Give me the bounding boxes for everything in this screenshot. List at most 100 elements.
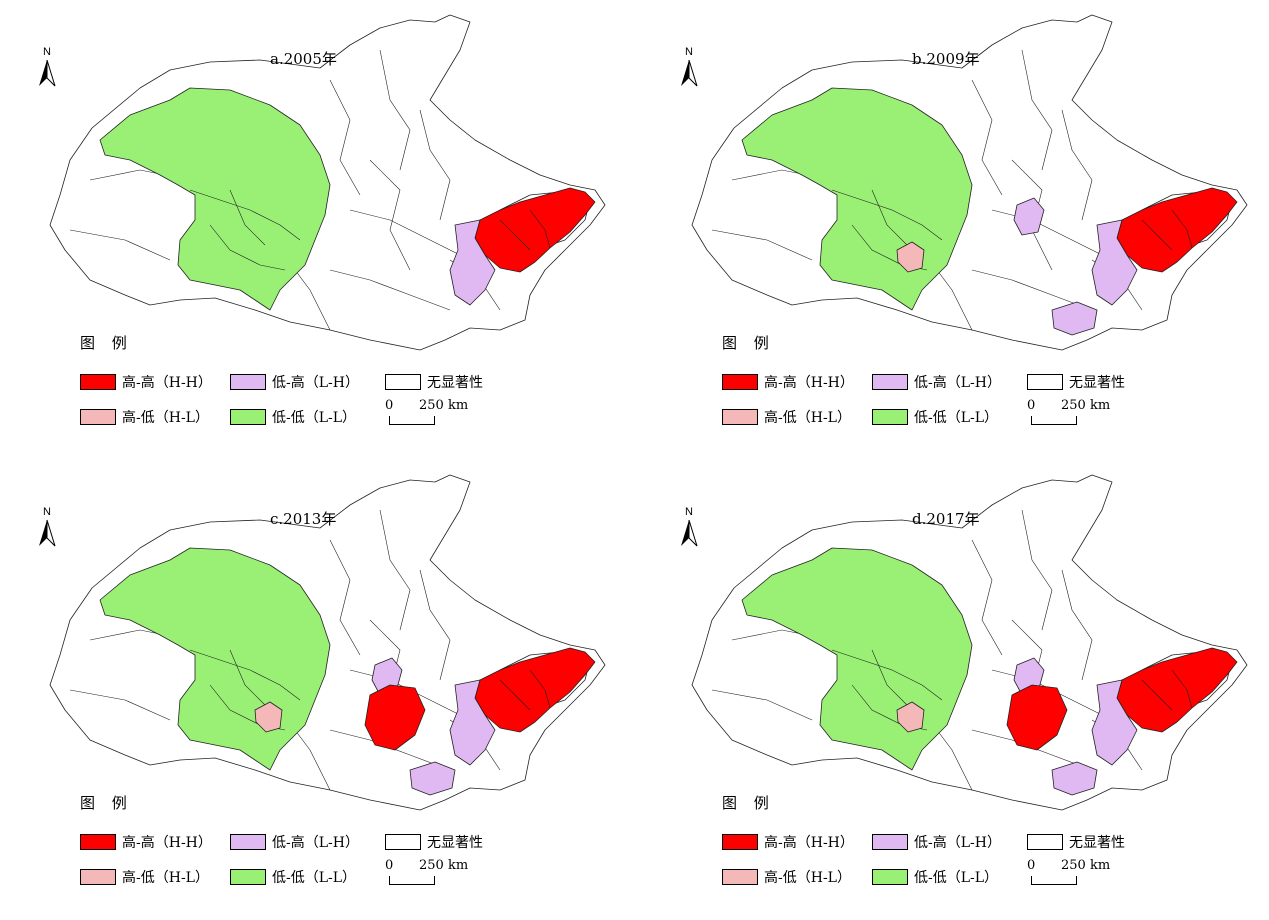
legend-swatch-hl xyxy=(722,869,758,885)
district-line xyxy=(711,689,813,721)
legend-item-lh: 低-高（L-H） xyxy=(230,832,359,852)
legend-label-hh: 高-高（H-H） xyxy=(122,835,212,851)
legend-item-ns: 无显著性 xyxy=(385,372,483,392)
legend-label-ns: 无显著性 xyxy=(1069,375,1125,391)
legend-title: 图 例 xyxy=(80,334,133,352)
district-line xyxy=(329,79,361,196)
north-arrow: N xyxy=(35,46,59,92)
legend-swatch-lh xyxy=(872,374,908,390)
region-map xyxy=(49,14,606,351)
region-map xyxy=(691,474,1248,811)
region-map xyxy=(691,14,1248,351)
high-low-patch xyxy=(254,701,283,733)
low-low-region xyxy=(99,87,331,311)
legend-label-lh: 低-高（L-H） xyxy=(272,835,359,851)
legend-item-ns: 无显著性 xyxy=(1027,372,1125,392)
legend-swatch-ns xyxy=(1027,834,1063,850)
map-panel-c: c.2013年 N 图 例高-高（H-H） 低-高（L-H） 无显著性 高-低（H-L） 低… xyxy=(30,470,650,920)
legend-label-hh: 高-高（H-H） xyxy=(122,375,212,391)
low-high-east xyxy=(1091,679,1138,766)
legend-label-lh: 低-高（L-H） xyxy=(272,375,359,391)
region-map xyxy=(49,474,606,811)
legend-item-hh: 高-高（H-H） xyxy=(80,372,212,392)
legend-title: 图 例 xyxy=(80,794,133,812)
scale-distance: 250 km xyxy=(419,398,469,413)
map-panel-b: b.2009年 N 图 例高-高（H-H） 低-高（L-H） 无显著性 高-低（H-L） 低… xyxy=(672,10,1269,460)
north-arrow: N xyxy=(677,506,701,552)
legend-swatch-ns xyxy=(385,834,421,850)
legend-label-ns: 无显著性 xyxy=(427,375,483,391)
legend-item-ns: 无显著性 xyxy=(385,832,483,852)
north-arrow-icon xyxy=(681,519,698,547)
low-high-south xyxy=(1051,761,1098,796)
legend-item-lh: 低-高（L-H） xyxy=(230,372,359,392)
district-line xyxy=(349,209,471,261)
legend-label-hl: 高-低（H-L） xyxy=(122,870,209,886)
legend-label-lh: 低-高（L-H） xyxy=(914,835,1001,851)
legend-label-ll: 低-低（L-L） xyxy=(272,410,357,426)
district-line xyxy=(1021,49,1053,171)
legend-label-hl: 高-低（H-L） xyxy=(764,870,851,886)
legend-label-hh: 高-高（H-H） xyxy=(764,375,854,391)
map-panel-d: d.2017年 N 图 例高-高（H-H） 低-高（L-H） 无显著性 高-低（H-L） 低… xyxy=(672,470,1269,920)
north-arrow-icon xyxy=(39,59,56,87)
north-arrow-icon xyxy=(39,519,56,547)
legend-swatch-hh xyxy=(80,374,116,390)
scale-bar-line xyxy=(1031,876,1077,885)
district-line xyxy=(419,109,451,221)
scale-bar: 0 250 km xyxy=(1027,398,1147,432)
panel-title: a.2005年 xyxy=(270,50,337,68)
ll-district-line xyxy=(229,189,266,246)
scale-distance: 250 km xyxy=(1061,858,1111,873)
legend-swatch-hl xyxy=(80,409,116,425)
district-line xyxy=(991,209,1113,261)
ll-district-line xyxy=(831,649,943,701)
legend-swatch-ll xyxy=(230,869,266,885)
high-high-east xyxy=(474,647,596,733)
district-line xyxy=(1061,569,1093,681)
legend-label-ns: 无显著性 xyxy=(427,835,483,851)
scale-distance: 250 km xyxy=(1061,398,1111,413)
hh-district-line xyxy=(1141,679,1173,711)
low-high-south xyxy=(409,761,456,796)
low-high-west xyxy=(1013,197,1045,236)
legend-swatch-lh xyxy=(872,834,908,850)
scale-bar: 0 250 km xyxy=(385,398,505,432)
high-high-east xyxy=(1116,647,1238,733)
legend-item-hl: 高-低（H-L） xyxy=(722,407,851,427)
low-high-east xyxy=(1091,219,1138,306)
legend-title: 图 例 xyxy=(722,794,775,812)
legend-label-ll: 低-低（L-L） xyxy=(914,410,999,426)
legend-item-lh: 低-高（L-H） xyxy=(872,832,1001,852)
ll-district-line xyxy=(871,649,908,706)
legend-swatch-hl xyxy=(80,869,116,885)
legend-label-ns: 无显著性 xyxy=(1069,835,1125,851)
legend-item-hl: 高-低（H-L） xyxy=(80,407,209,427)
high-high-central xyxy=(1006,684,1068,751)
legend-item-ll: 低-低（L-L） xyxy=(872,867,998,887)
legend-swatch-ll xyxy=(872,869,908,885)
north-label: N xyxy=(43,46,51,58)
hh-district-line xyxy=(529,669,551,709)
legend-item-lh: 低-高（L-H） xyxy=(872,372,1001,392)
hh-district-line xyxy=(529,209,551,249)
legend-item-hh: 高-高（H-H） xyxy=(80,832,212,852)
high-high-east xyxy=(474,187,596,273)
legend-swatch-ll xyxy=(872,409,908,425)
scale-zero: 0 xyxy=(1027,858,1036,873)
district-line xyxy=(379,509,411,631)
scale-zero: 0 xyxy=(385,398,394,413)
high-high-east xyxy=(1116,187,1238,273)
ll-district-line xyxy=(871,189,908,246)
district-line xyxy=(711,229,813,261)
ll-district-line xyxy=(209,224,286,271)
district-line xyxy=(369,159,411,271)
hh-district-line xyxy=(1171,669,1193,709)
scale-bar: 0 250 km xyxy=(1027,858,1147,892)
legend-item-hl: 高-低（H-L） xyxy=(80,867,209,887)
scale-zero: 0 xyxy=(385,858,394,873)
scale-bar-line xyxy=(389,876,435,885)
district-line xyxy=(971,79,1003,196)
hh-district-line xyxy=(1141,219,1173,251)
district-line xyxy=(1061,109,1093,221)
